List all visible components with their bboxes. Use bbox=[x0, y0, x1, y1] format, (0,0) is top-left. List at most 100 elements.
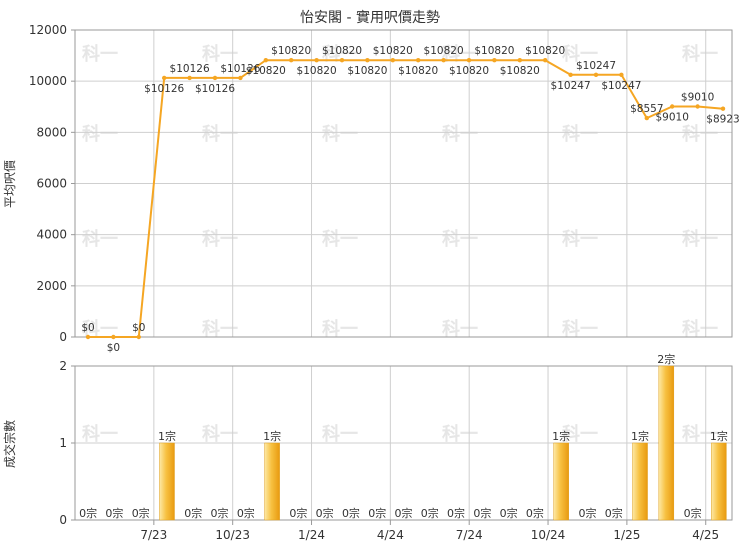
x-axis: 7/23 10/23 1/24 4/24 7/24 10/24 1/25 4/25 bbox=[140, 520, 719, 542]
price-point bbox=[390, 57, 395, 63]
volume-bar bbox=[658, 365, 675, 521]
volume-data-label: 0宗 bbox=[605, 506, 623, 520]
watermark-text: 科一 bbox=[82, 228, 118, 250]
volume-data-label: 0宗 bbox=[342, 506, 360, 520]
price-y-axis-label: 平均呎價 bbox=[3, 160, 17, 208]
price-data-label: $10820 bbox=[525, 45, 565, 57]
watermark-text: 科一 bbox=[442, 123, 478, 145]
volume-tick-label: 1 bbox=[59, 436, 67, 450]
watermark-text: 科一 bbox=[682, 228, 718, 250]
price-series-line bbox=[88, 59, 724, 338]
chart-title: 怡安閣 - 實用呎價走勢 bbox=[300, 9, 440, 26]
watermark-text: 科一 bbox=[82, 318, 118, 340]
price-data-label: $8557 bbox=[630, 103, 663, 115]
watermark-text: 科一 bbox=[562, 318, 598, 340]
watermark-text: 科一 bbox=[202, 228, 238, 250]
watermark-text: 科一 bbox=[562, 43, 598, 65]
price-point bbox=[695, 104, 700, 109]
watermark-text: 科一 bbox=[562, 423, 598, 445]
x-tick-label: 4/24 bbox=[377, 528, 404, 542]
price-point bbox=[568, 72, 573, 78]
price-data-label: $10820 bbox=[474, 45, 514, 57]
volume-data-label: 0宗 bbox=[211, 506, 229, 520]
volume-tick-label: 2 bbox=[59, 359, 67, 373]
price-data-label: $10126 bbox=[220, 63, 260, 75]
volume-data-label: 0宗 bbox=[526, 506, 544, 520]
price-data-label: $10247 bbox=[576, 60, 616, 72]
price-tick-label: 2000 bbox=[36, 279, 67, 293]
price-data-label: $9010 bbox=[681, 91, 714, 103]
volume-bar bbox=[264, 442, 280, 521]
price-data-label: $10820 bbox=[500, 65, 540, 77]
x-tick-label: 7/24 bbox=[456, 528, 483, 542]
price-point bbox=[365, 57, 370, 63]
price-point bbox=[670, 104, 675, 109]
volume-data-label: 0宗 bbox=[237, 506, 255, 520]
volume-data-label: 1宗 bbox=[158, 429, 176, 443]
volume-data-label: 0宗 bbox=[578, 506, 596, 520]
volume-plot-frame bbox=[74, 365, 733, 521]
x-tick-label: 4/25 bbox=[692, 528, 719, 542]
price-point bbox=[619, 72, 624, 78]
volume-data-label: 0宗 bbox=[447, 506, 465, 520]
watermark-text: 科一 bbox=[682, 423, 718, 445]
price-point bbox=[136, 334, 141, 340]
volume-tick-label: 0 bbox=[59, 513, 67, 527]
watermark-text: 科一 bbox=[322, 228, 358, 250]
volume-data-label: 1宗 bbox=[263, 429, 281, 443]
price-tick-label: 6000 bbox=[36, 177, 67, 191]
price-data-label: $0 bbox=[107, 342, 120, 354]
volume-data-label: 1宗 bbox=[710, 429, 728, 443]
price-tick-label: 0 bbox=[59, 330, 67, 344]
volume-y-axis-label: 成交宗數 bbox=[2, 420, 17, 468]
x-tick-label: 1/25 bbox=[613, 528, 640, 542]
price-data-label: $10820 bbox=[347, 65, 387, 77]
price-data-label: $10126 bbox=[195, 83, 235, 95]
price-point bbox=[644, 115, 649, 121]
volume-data-label: 0宗 bbox=[368, 506, 386, 520]
price-data-label: $10820 bbox=[271, 45, 311, 57]
price-panel: 020004000600080001000012000$0$0$0$10126$… bbox=[29, 23, 740, 354]
price-point bbox=[238, 75, 243, 81]
volume-data-label: 0宗 bbox=[421, 506, 439, 520]
volume-bar bbox=[632, 442, 648, 521]
price-data-label: $10820 bbox=[373, 45, 413, 57]
x-tick-label: 10/23 bbox=[215, 528, 250, 542]
price-data-label: $10820 bbox=[398, 65, 438, 77]
x-tick-label: 7/23 bbox=[140, 528, 167, 542]
volume-data-label: 0宗 bbox=[79, 506, 97, 520]
price-point bbox=[543, 57, 548, 63]
price-data-label: $10126 bbox=[170, 63, 210, 75]
volume-bar bbox=[711, 442, 727, 521]
watermark-text: 科一 bbox=[82, 123, 118, 145]
price-data-label: $9010 bbox=[655, 111, 688, 123]
price-point bbox=[441, 57, 446, 63]
price-point bbox=[314, 57, 319, 63]
price-point bbox=[187, 75, 192, 81]
watermark-text: 科一 bbox=[202, 43, 238, 65]
volume-data-label: 0宗 bbox=[289, 506, 307, 520]
volume-data-label: 0宗 bbox=[184, 506, 202, 520]
watermark-text: 科一 bbox=[82, 423, 118, 445]
x-tick-label: 1/24 bbox=[298, 528, 325, 542]
price-tick-label: 8000 bbox=[36, 125, 67, 139]
price-data-label: $10820 bbox=[424, 45, 464, 57]
watermark-text: 科一 bbox=[562, 228, 598, 250]
price-point bbox=[85, 334, 91, 340]
price-point bbox=[466, 57, 472, 63]
watermark-text: 科一 bbox=[682, 123, 718, 145]
volume-data-label: 0宗 bbox=[473, 506, 491, 520]
price-point bbox=[162, 75, 167, 81]
price-data-label: $10820 bbox=[449, 65, 489, 77]
price-point bbox=[263, 57, 268, 63]
price-tick-label: 12000 bbox=[29, 23, 67, 37]
volume-data-label: 0宗 bbox=[132, 506, 150, 520]
price-data-label: $10247 bbox=[601, 80, 641, 92]
price-plot-frame bbox=[74, 29, 733, 338]
watermark-text: 科一 bbox=[562, 123, 598, 145]
watermark-text: 科一 bbox=[322, 123, 358, 145]
volume-bar bbox=[553, 442, 569, 521]
price-point bbox=[593, 72, 599, 78]
